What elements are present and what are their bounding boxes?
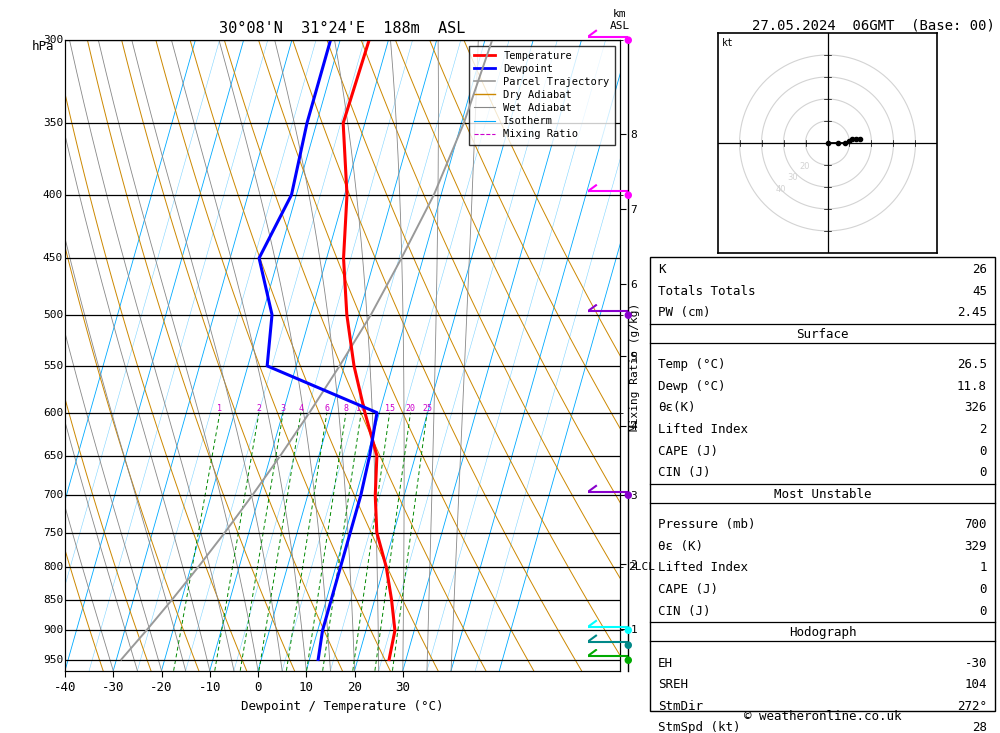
Text: StmSpd (kt): StmSpd (kt) — [658, 721, 740, 733]
Text: kt: kt — [722, 38, 734, 48]
Text: EH: EH — [658, 657, 673, 669]
Text: Lifted Index: Lifted Index — [658, 561, 748, 575]
Text: 1: 1 — [980, 561, 987, 575]
Text: 15: 15 — [385, 404, 395, 413]
Text: 850: 850 — [43, 594, 63, 605]
Text: 329: 329 — [964, 539, 987, 553]
Text: Lifted Index: Lifted Index — [658, 423, 748, 436]
Text: 0: 0 — [980, 583, 987, 596]
Text: Surface: Surface — [796, 328, 849, 341]
Legend: Temperature, Dewpoint, Parcel Trajectory, Dry Adiabat, Wet Adiabat, Isotherm, Mi: Temperature, Dewpoint, Parcel Trajectory… — [469, 45, 615, 144]
Text: 400: 400 — [43, 190, 63, 200]
Text: CAPE (J): CAPE (J) — [658, 583, 718, 596]
Text: -30: -30 — [964, 657, 987, 669]
Text: 45: 45 — [972, 284, 987, 298]
Text: PW (cm): PW (cm) — [658, 306, 710, 320]
Text: θε (K): θε (K) — [658, 539, 703, 553]
Text: StmDir: StmDir — [658, 700, 703, 712]
Text: Most Unstable: Most Unstable — [774, 488, 871, 501]
Text: 750: 750 — [43, 528, 63, 537]
Title: 30°08'N  31°24'E  188m  ASL: 30°08'N 31°24'E 188m ASL — [219, 21, 466, 37]
Text: 0: 0 — [980, 445, 987, 457]
Text: Pressure (mb): Pressure (mb) — [658, 518, 756, 531]
Text: 272°: 272° — [957, 700, 987, 712]
Text: 0: 0 — [980, 466, 987, 479]
Text: 326: 326 — [964, 402, 987, 414]
Text: 650: 650 — [43, 451, 63, 460]
Text: CIN (J): CIN (J) — [658, 466, 710, 479]
Text: 4: 4 — [298, 404, 303, 413]
Text: Temp (°C): Temp (°C) — [658, 358, 726, 371]
Text: ●: ● — [624, 490, 632, 501]
Text: ●: ● — [624, 190, 632, 200]
Text: 950: 950 — [43, 655, 63, 665]
Text: 2LCL: 2LCL — [628, 562, 655, 572]
Text: ●: ● — [624, 625, 632, 636]
Text: 0: 0 — [980, 605, 987, 618]
Text: 8: 8 — [343, 404, 348, 413]
Text: ●: ● — [624, 655, 632, 665]
Text: CIN (J): CIN (J) — [658, 605, 710, 618]
Text: 450: 450 — [43, 253, 63, 263]
Text: 800: 800 — [43, 562, 63, 572]
Text: 20: 20 — [799, 162, 809, 171]
Text: Mixing Ratio (g/kg): Mixing Ratio (g/kg) — [630, 303, 640, 430]
Text: hPa: hPa — [32, 40, 54, 54]
Text: 700: 700 — [964, 518, 987, 531]
Text: 1: 1 — [217, 404, 222, 413]
X-axis label: Dewpoint / Temperature (°C): Dewpoint / Temperature (°C) — [241, 700, 444, 712]
Text: 10: 10 — [356, 404, 366, 413]
Text: ●: ● — [624, 35, 632, 45]
Text: 600: 600 — [43, 408, 63, 418]
Text: ●: ● — [624, 640, 632, 650]
Text: 300: 300 — [43, 35, 63, 45]
Text: Hodograph: Hodograph — [789, 626, 856, 639]
Text: 40: 40 — [776, 185, 786, 194]
Text: Dewp (°C): Dewp (°C) — [658, 380, 726, 393]
Text: 11.8: 11.8 — [957, 380, 987, 393]
Text: θε(K): θε(K) — [658, 402, 696, 414]
Text: 2: 2 — [980, 423, 987, 436]
Text: 28: 28 — [972, 721, 987, 733]
Text: 25: 25 — [422, 404, 432, 413]
Text: CAPE (J): CAPE (J) — [658, 445, 718, 457]
Text: km
ASL: km ASL — [610, 10, 630, 31]
Text: SREH: SREH — [658, 678, 688, 691]
Text: 500: 500 — [43, 310, 63, 320]
Text: 27.05.2024  06GMT  (Base: 00): 27.05.2024 06GMT (Base: 00) — [752, 18, 995, 32]
Text: 104: 104 — [964, 678, 987, 691]
Text: 350: 350 — [43, 118, 63, 128]
Text: 900: 900 — [43, 625, 63, 636]
Text: 30: 30 — [787, 174, 798, 183]
Text: 6: 6 — [324, 404, 329, 413]
Text: Totals Totals: Totals Totals — [658, 284, 756, 298]
Text: 26: 26 — [972, 263, 987, 276]
Text: © weatheronline.co.uk: © weatheronline.co.uk — [744, 710, 901, 723]
Text: 2: 2 — [256, 404, 261, 413]
Text: K: K — [658, 263, 666, 276]
Text: 20: 20 — [405, 404, 415, 413]
Text: 550: 550 — [43, 361, 63, 371]
Text: ●: ● — [624, 310, 632, 320]
Text: 3: 3 — [281, 404, 286, 413]
Text: 2.45: 2.45 — [957, 306, 987, 320]
Text: 700: 700 — [43, 490, 63, 501]
Text: 26.5: 26.5 — [957, 358, 987, 371]
